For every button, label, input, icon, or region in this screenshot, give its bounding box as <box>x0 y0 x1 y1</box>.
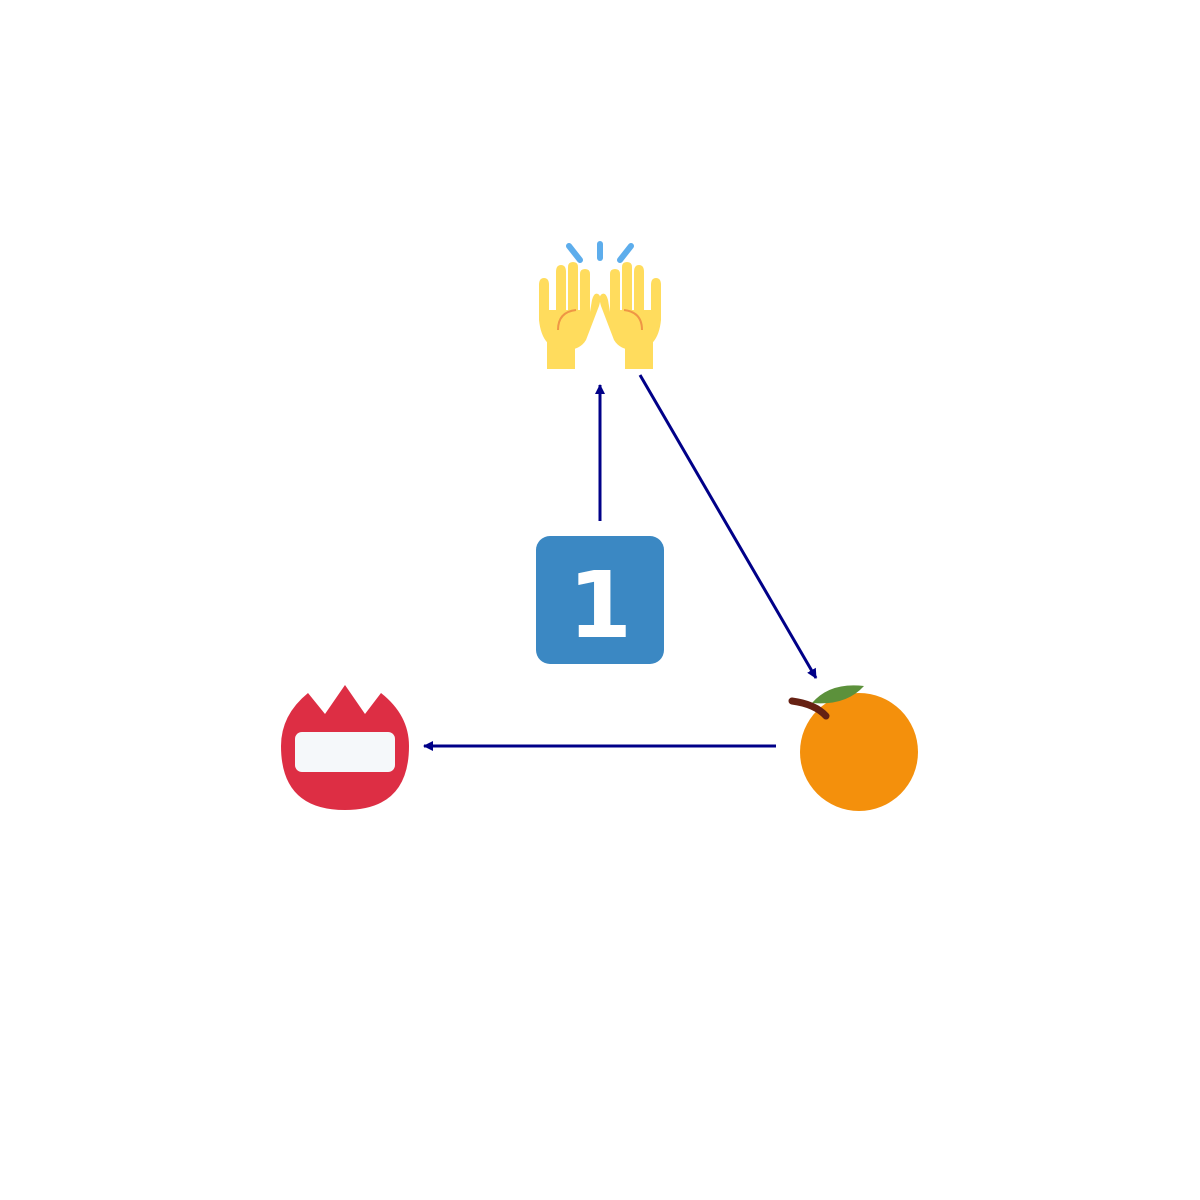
name-badge-icon <box>281 685 409 810</box>
keycap-label: 1 <box>568 552 632 659</box>
keycap-digit-one-icon: 1 <box>536 536 664 664</box>
raising-hands-icon <box>539 241 661 369</box>
node-tangerine <box>788 685 918 811</box>
edge-raising-hands-to-tangerine <box>638 374 818 679</box>
node-keycap-one: 1 <box>536 536 664 664</box>
diagram-edges <box>423 374 818 751</box>
node-raising-hands <box>539 241 661 369</box>
tangerine-icon <box>788 685 918 811</box>
node-name-badge <box>281 685 409 810</box>
